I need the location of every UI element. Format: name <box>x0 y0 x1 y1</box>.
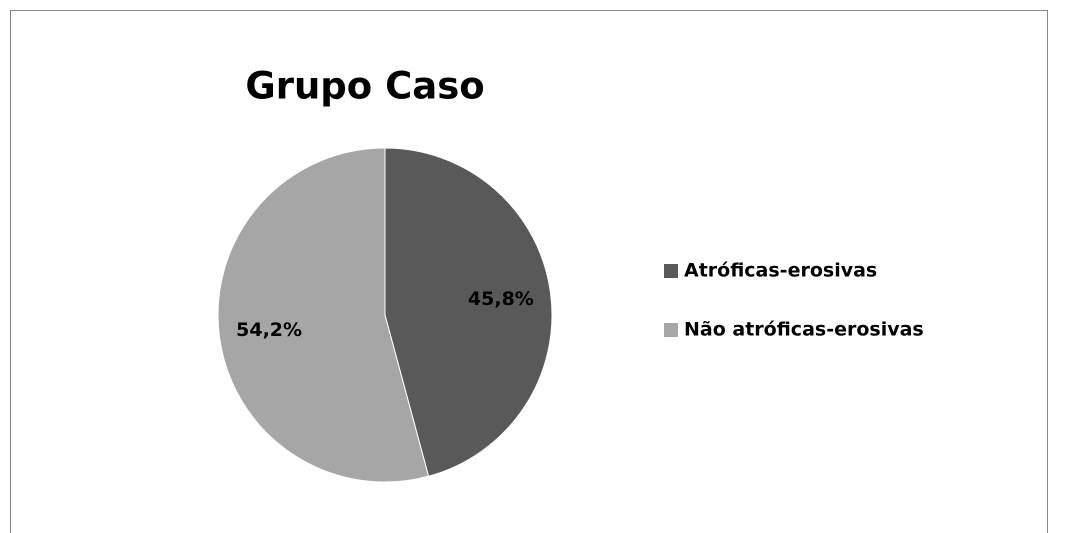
legend-label: Atróficas-erosivas <box>684 260 877 282</box>
chart-title: Grupo Caso <box>245 65 484 108</box>
data-label: 45,8% <box>468 288 534 310</box>
pie-slice <box>217 147 430 483</box>
data-label: 54,2% <box>236 319 302 341</box>
legend-swatch <box>664 323 678 337</box>
legend-swatch <box>664 264 678 278</box>
pie-slice <box>384 147 553 477</box>
legend-label: Não atróficas-erosivas <box>684 319 924 341</box>
